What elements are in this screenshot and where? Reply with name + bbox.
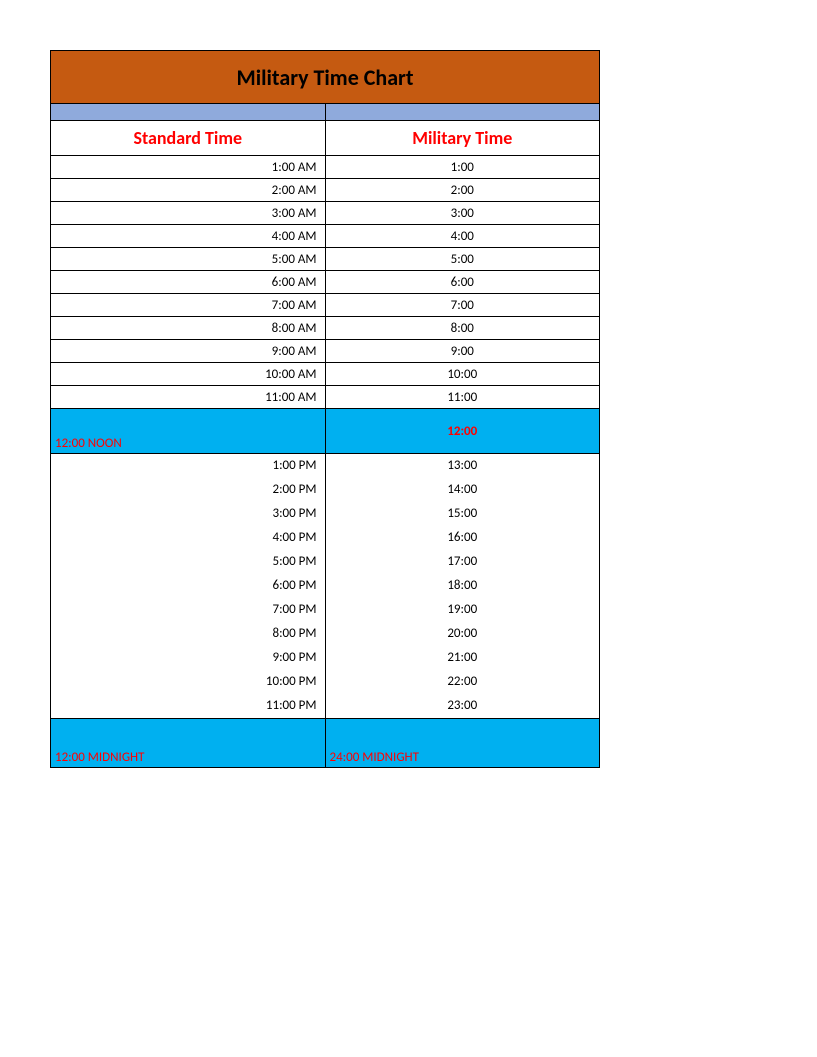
- midnight-military: 24:00 MIDNIGHT: [325, 719, 600, 768]
- table-row: 8:00 AM8:00: [51, 317, 600, 340]
- midnight-row: 12:00 MIDNIGHT 24:00 MIDNIGHT: [51, 719, 600, 768]
- table-row: 6:00 PM18:00: [51, 574, 600, 598]
- military-time-cell: 18:00: [325, 574, 600, 598]
- military-time-cell: 11:00: [325, 386, 600, 409]
- noon-standard: 12:00 NOON: [51, 409, 326, 454]
- standard-time-cell: 8:00 PM: [51, 622, 326, 646]
- standard-time-cell: 7:00 AM: [51, 294, 326, 317]
- standard-time-cell: 4:00 AM: [51, 225, 326, 248]
- military-time-cell: 7:00: [325, 294, 600, 317]
- standard-time-cell: 1:00 PM: [51, 454, 326, 479]
- military-time-cell: 6:00: [325, 271, 600, 294]
- standard-time-cell: 2:00 AM: [51, 179, 326, 202]
- table-row: 7:00 PM19:00: [51, 598, 600, 622]
- table-row: 2:00 AM2:00: [51, 179, 600, 202]
- noon-row: 12:00 NOON 12:00: [51, 409, 600, 454]
- standard-time-cell: 11:00 PM: [51, 694, 326, 719]
- military-time-cell: 16:00: [325, 526, 600, 550]
- standard-time-cell: 6:00 AM: [51, 271, 326, 294]
- header-military: Military Time: [325, 121, 600, 156]
- standard-time-cell: 3:00 AM: [51, 202, 326, 225]
- standard-time-cell: 5:00 AM: [51, 248, 326, 271]
- table-row: 6:00 AM6:00: [51, 271, 600, 294]
- standard-time-cell: 10:00 PM: [51, 670, 326, 694]
- table-row: 9:00 PM21:00: [51, 646, 600, 670]
- pm-rows: 1:00 PM13:002:00 PM14:003:00 PM15:004:00…: [51, 454, 600, 719]
- table-row: 1:00 AM1:00: [51, 156, 600, 179]
- chart-title: Military Time Chart: [51, 51, 600, 104]
- military-time-cell: 2:00: [325, 179, 600, 202]
- military-time-cell: 4:00: [325, 225, 600, 248]
- standard-time-cell: 6:00 PM: [51, 574, 326, 598]
- table-row: 5:00 AM5:00: [51, 248, 600, 271]
- table-row: 3:00 PM15:00: [51, 502, 600, 526]
- military-time-cell: 20:00: [325, 622, 600, 646]
- military-time-cell: 13:00: [325, 454, 600, 479]
- military-time-cell: 15:00: [325, 502, 600, 526]
- midnight-standard: 12:00 MIDNIGHT: [51, 719, 326, 768]
- military-time-cell: 22:00: [325, 670, 600, 694]
- table-row: 8:00 PM20:00: [51, 622, 600, 646]
- noon-military: 12:00: [325, 409, 600, 454]
- standard-time-cell: 3:00 PM: [51, 502, 326, 526]
- military-time-cell: 17:00: [325, 550, 600, 574]
- standard-time-cell: 9:00 PM: [51, 646, 326, 670]
- military-time-cell: 8:00: [325, 317, 600, 340]
- header-standard: Standard Time: [51, 121, 326, 156]
- standard-time-cell: 9:00 AM: [51, 340, 326, 363]
- military-time-cell: 19:00: [325, 598, 600, 622]
- standard-time-cell: 11:00 AM: [51, 386, 326, 409]
- military-time-cell: 23:00: [325, 694, 600, 719]
- standard-time-cell: 5:00 PM: [51, 550, 326, 574]
- standard-time-cell: 8:00 AM: [51, 317, 326, 340]
- title-row: Military Time Chart: [51, 51, 600, 104]
- military-time-cell: 21:00: [325, 646, 600, 670]
- standard-time-cell: 7:00 PM: [51, 598, 326, 622]
- military-time-cell: 5:00: [325, 248, 600, 271]
- standard-time-cell: 4:00 PM: [51, 526, 326, 550]
- band-right: [325, 104, 600, 121]
- table-row: 4:00 AM4:00: [51, 225, 600, 248]
- military-time-cell: 10:00: [325, 363, 600, 386]
- table-row: 10:00 AM10:00: [51, 363, 600, 386]
- table-row: 1:00 PM13:00: [51, 454, 600, 479]
- am-rows: 1:00 AM1:002:00 AM2:003:00 AM3:004:00 AM…: [51, 156, 600, 409]
- table-row: 4:00 PM16:00: [51, 526, 600, 550]
- band-left: [51, 104, 326, 121]
- military-time-cell: 1:00: [325, 156, 600, 179]
- military-time-cell: 3:00: [325, 202, 600, 225]
- table-row: 2:00 PM14:00: [51, 478, 600, 502]
- separator-band: [51, 104, 600, 121]
- table-row: 7:00 AM7:00: [51, 294, 600, 317]
- standard-time-cell: 2:00 PM: [51, 478, 326, 502]
- military-time-cell: 14:00: [325, 478, 600, 502]
- table-row: 11:00 AM11:00: [51, 386, 600, 409]
- table-row: 3:00 AM3:00: [51, 202, 600, 225]
- military-time-cell: 9:00: [325, 340, 600, 363]
- standard-time-cell: 10:00 AM: [51, 363, 326, 386]
- table-row: 11:00 PM23:00: [51, 694, 600, 719]
- table-row: 9:00 AM9:00: [51, 340, 600, 363]
- military-time-chart: Military Time Chart Standard Time Milita…: [50, 50, 600, 768]
- standard-time-cell: 1:00 AM: [51, 156, 326, 179]
- table-row: 10:00 PM22:00: [51, 670, 600, 694]
- table-row: 5:00 PM17:00: [51, 550, 600, 574]
- column-headers: Standard Time Military Time: [51, 121, 600, 156]
